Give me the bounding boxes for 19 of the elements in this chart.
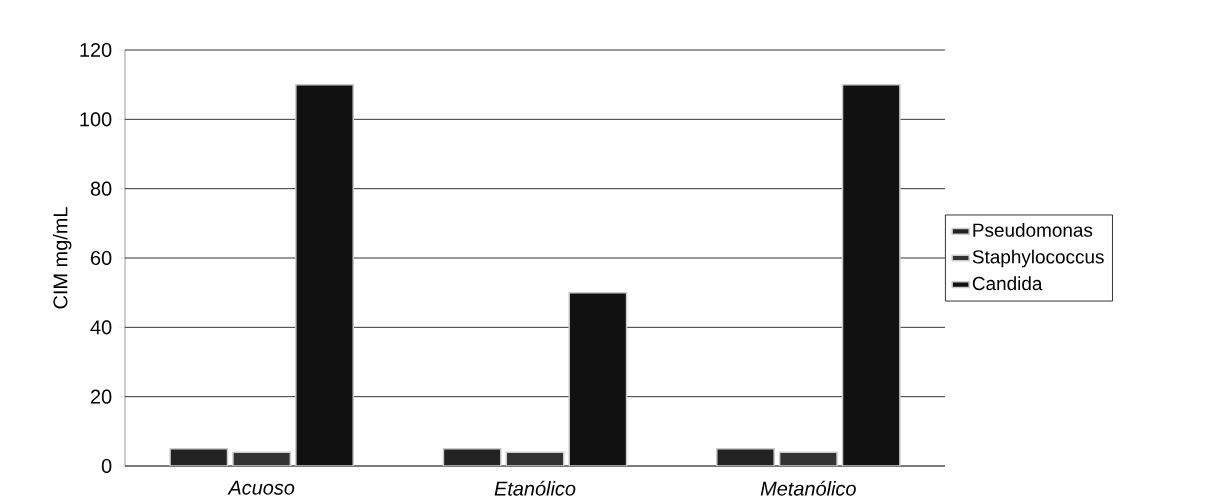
- x-tick-label: Acuoso: [227, 480, 295, 495]
- bar: [568, 291, 628, 466]
- legend-label: Staphylococcus: [972, 249, 1104, 268]
- y-tick-label: 60: [91, 250, 112, 266]
- y-axis-title: CIM mg/mL: [52, 207, 72, 309]
- legend-label: Candida: [972, 276, 1043, 291]
- y-tick-label: 40: [90, 320, 112, 335]
- bar: [841, 83, 901, 466]
- y-tick-label: 80: [90, 181, 112, 196]
- bar: [169, 447, 229, 466]
- y-tick-label: 0: [101, 458, 112, 474]
- y-tick-label: 100: [80, 112, 112, 127]
- x-tick-label: Metanólico: [760, 480, 856, 496]
- bar: [295, 83, 354, 466]
- y-tick-label: 20: [91, 389, 112, 404]
- bar: [442, 447, 502, 466]
- y-tick-label: 120: [80, 42, 112, 58]
- x-tick-label: Etanólico: [494, 480, 576, 496]
- legend-label: Pseudomonas: [973, 222, 1093, 237]
